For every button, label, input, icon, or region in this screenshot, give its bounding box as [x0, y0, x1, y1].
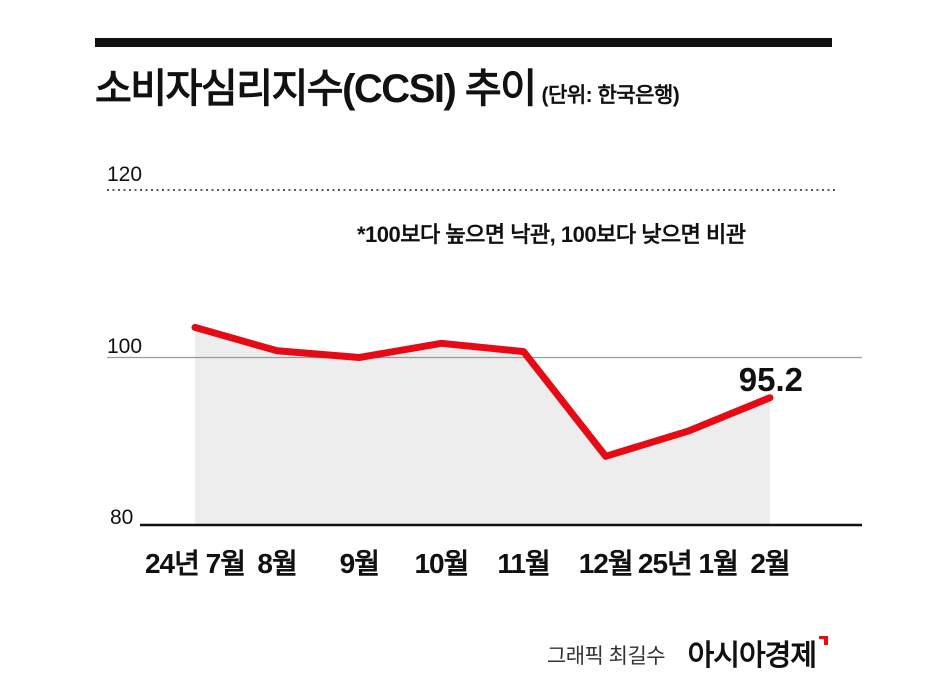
- x-tick-oct: 10월: [414, 548, 468, 579]
- last-value-label: 95.2: [739, 361, 803, 398]
- footer: 그래픽 최길수 아시아경제: [0, 632, 828, 674]
- x-tick-jul24: 24년 7월: [145, 548, 245, 579]
- x-tick-sep: 9월: [340, 548, 379, 579]
- annotation-note: *100보다 높으면 낙관, 100보다 낮으면 비관: [357, 222, 746, 247]
- x-tick-jan25: 25년 1월: [638, 548, 738, 579]
- top-accent-bar: [95, 38, 832, 47]
- graphic-credit: 그래픽 최길수: [546, 645, 666, 668]
- page-title: 소비자심리지수(CCSI) 추이: [95, 67, 537, 111]
- x-tick-feb: 2월: [750, 548, 789, 579]
- x-tick-dec: 12월: [579, 548, 633, 579]
- unit-note: (단위: 한국은행): [541, 84, 680, 107]
- brand-logo: 아시아경제: [687, 636, 828, 672]
- y-tick-120: 120: [107, 163, 142, 186]
- x-tick-nov: 11월: [497, 548, 549, 579]
- chart-header: 소비자심리지수(CCSI) 추이 (단위: 한국은행): [95, 56, 680, 114]
- series-area-fill: [195, 327, 770, 525]
- brand-mark-icon: [819, 636, 828, 645]
- series-line: [191, 323, 774, 460]
- x-tick-aug: 8월: [257, 548, 296, 579]
- brand-logo-text: 아시아경제: [687, 640, 817, 672]
- y-tick-80: 80: [110, 506, 133, 529]
- y-tick-100: 100: [107, 335, 142, 358]
